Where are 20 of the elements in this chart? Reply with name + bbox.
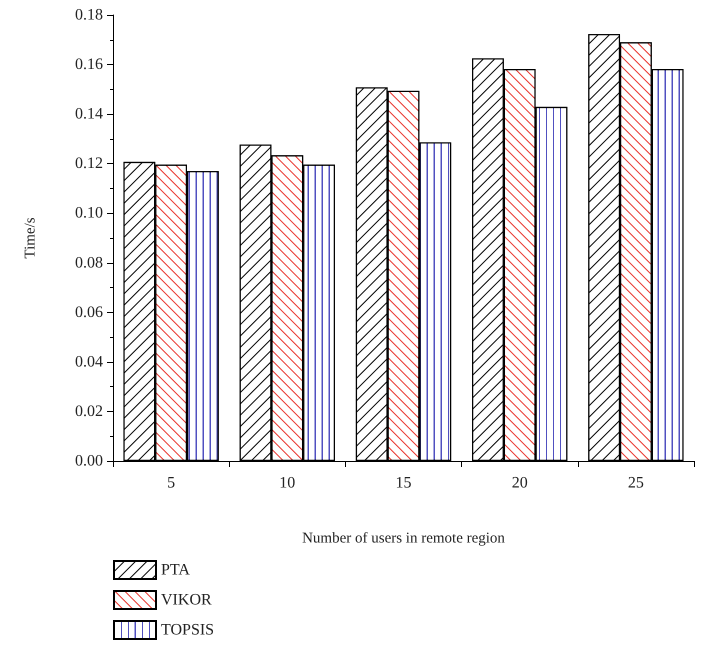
y-tick-label: 0.04	[75, 353, 103, 370]
x-tick-label: 20	[512, 474, 528, 492]
x-tick-label: 10	[279, 474, 296, 492]
y-tick-label: 0.02	[75, 402, 103, 420]
x-axis-title: Number of users in remote region	[302, 530, 506, 546]
x-tick-label: 15	[396, 474, 412, 492]
x-tick-label: 5	[167, 474, 176, 492]
legend-label: VIKOR	[161, 592, 212, 608]
y-tick-label: 0.18	[75, 6, 103, 24]
y-tick-label: 0.00	[75, 452, 103, 470]
y-axis-title: Time/s	[22, 217, 38, 259]
y-tick-label: 0.14	[75, 106, 103, 123]
y-tick-label: 0.10	[75, 204, 103, 222]
y-tick-label: 0.08	[75, 254, 103, 272]
y-tick-label: 0.12	[75, 155, 103, 172]
legend-label: PTA	[161, 562, 190, 578]
y-tick-label: 0.16	[75, 56, 103, 74]
x-tick-label: 25	[628, 474, 644, 492]
y-tick-label: 0.06	[75, 304, 103, 321]
legend-label: TOPSIS	[161, 622, 214, 638]
